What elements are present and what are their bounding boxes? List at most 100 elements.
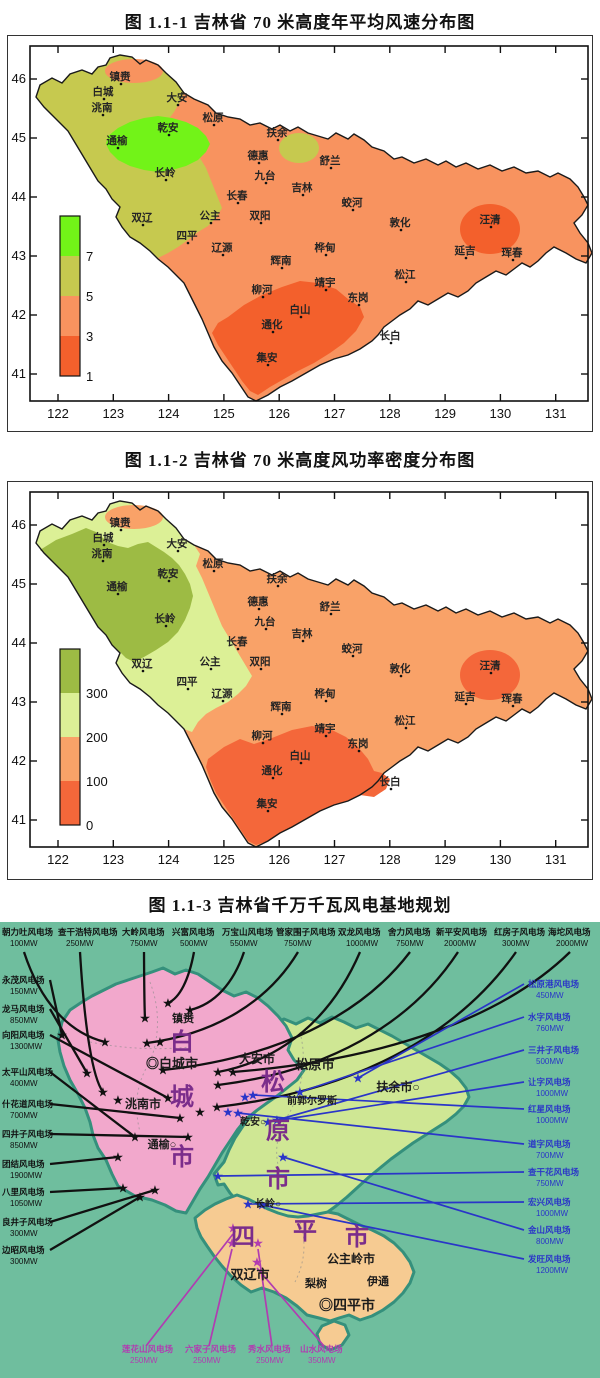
city-dot	[489, 225, 493, 229]
windfarm-star: ★	[99, 1035, 111, 1050]
city-label: 乾安	[158, 567, 179, 580]
windfarm-name: 宏兴风电场	[528, 1197, 571, 1207]
city-dot	[299, 761, 303, 765]
wind-zone	[105, 505, 163, 529]
city-dot	[276, 138, 280, 142]
y-tick-label: 42	[12, 307, 26, 322]
callout-line	[217, 951, 362, 1074]
windfarm-capacity: 300MW	[10, 1257, 38, 1266]
city-dot	[257, 161, 261, 165]
city-label: 白城	[93, 85, 114, 98]
city-dot	[301, 193, 305, 197]
callout-line	[49, 1155, 119, 1166]
windfarm-capacity: 250MW	[193, 1356, 221, 1365]
city-dot	[261, 295, 265, 299]
legend-value: 7	[86, 249, 93, 264]
city-label: 白城	[93, 531, 114, 544]
x-tick-label: 122	[47, 852, 69, 867]
windfarm-name: 朝力吐风电场	[2, 927, 54, 937]
city-dot	[299, 315, 303, 319]
city-label: 四平	[177, 676, 198, 688]
city-label: 扶余	[267, 572, 288, 585]
city-label: 松江	[395, 268, 416, 281]
city-dot	[209, 667, 213, 671]
city-label: 大安	[167, 537, 188, 550]
city-label: 汪清	[480, 213, 501, 226]
city-dot	[357, 749, 361, 753]
city-dot	[324, 253, 328, 257]
callout-line	[145, 1233, 234, 1347]
windfarm-star: ★	[134, 1190, 146, 1205]
windfarm-name: 四井子风电场	[2, 1129, 54, 1139]
x-tick-label: 125	[213, 852, 235, 867]
windfarm-name: 金山风电场	[527, 1225, 571, 1235]
city-dot	[101, 113, 105, 117]
callout-line	[49, 1071, 136, 1138]
windfarm-star: ★	[182, 1130, 194, 1145]
windfarm-name: 山水风电场	[300, 1344, 343, 1354]
windfarm-capacity: 350MW	[308, 1356, 336, 1365]
city-dot	[324, 734, 328, 738]
windfarm-star: ★	[162, 1091, 174, 1106]
city-dot	[164, 178, 168, 182]
x-tick-label: 128	[379, 852, 401, 867]
city-label: 长春	[227, 189, 248, 202]
place-label: 伊通	[366, 1274, 389, 1288]
callout-line	[257, 1248, 273, 1347]
windfarm-name: 向阳风电场	[2, 1030, 45, 1040]
x-tick-label: 124	[158, 852, 180, 867]
city-dot	[389, 341, 393, 345]
wind-base-plan-map: ★★★★ ★★★★★★★★★★★★★★★ ★★★★★★★★★★★★★★ ★★★★★ ★★…	[0, 922, 600, 1378]
city-dot	[511, 258, 515, 262]
city-label: 辉南	[271, 700, 292, 713]
city-label: 长春	[227, 635, 248, 648]
callout-line	[217, 1171, 525, 1177]
wind-speed-map: 122 123 124 125 126 127 128 129 130 131 46 45 44 43 42…	[12, 45, 592, 421]
windfarm-star: ★	[277, 1150, 289, 1165]
y-tick-label: 46	[12, 517, 26, 532]
city-label: 通榆	[107, 580, 128, 593]
city-dot	[167, 133, 171, 137]
x-tick-label: 123	[102, 406, 124, 421]
city-label: 长白	[380, 775, 401, 788]
callout-line	[78, 951, 104, 1093]
windfarm-name: 六家子风电场	[185, 1344, 237, 1354]
place-label: 前郭尔罗斯	[287, 1094, 337, 1107]
windfarm-name: 莲花山风电场	[122, 1344, 174, 1354]
windfarm-capacity: 250MW	[130, 1356, 158, 1365]
city-label: 双辽	[131, 212, 153, 224]
windfarm-capacity: 850MW	[10, 1016, 38, 1025]
city-dot	[389, 787, 393, 791]
figure-caption-3: 图 1.1-3 吉林省千万千瓦风电基地规划	[148, 896, 452, 915]
windfarm-star: ★	[239, 1090, 251, 1105]
windfarm-capacity: 250MW	[66, 939, 94, 948]
legend-swatch	[60, 216, 80, 256]
windfarm-star: ★	[212, 1169, 224, 1184]
province-outline	[35, 500, 592, 848]
windfarm-capacity: 400MW	[10, 1079, 38, 1088]
city-label: 吉林	[292, 627, 313, 640]
legend-value: 200	[86, 730, 108, 745]
windfarm-star: ★	[262, 1115, 274, 1130]
windfarm-name: 发旺风电场	[527, 1254, 571, 1264]
city-label: 东岗	[348, 291, 369, 304]
city-label: 长白	[380, 329, 401, 342]
callout-line	[49, 1132, 189, 1139]
windfarm-star: ★	[251, 1255, 263, 1270]
city-label: 汪清	[480, 659, 501, 672]
y-tick-label: 44	[12, 635, 26, 650]
windfarm-star: ★	[81, 1066, 93, 1081]
plot-frame	[29, 45, 589, 402]
city-label: 公主	[200, 209, 221, 222]
windfarm-star: ★	[256, 1198, 268, 1213]
city-label: 洮南	[92, 547, 113, 560]
windfarm-capacity: 250MW	[256, 1356, 284, 1365]
place-label: ◎四平市	[319, 1297, 375, 1313]
city-label: 靖宇	[315, 722, 336, 735]
windfarm-capacity: 700MW	[10, 1111, 38, 1120]
windfarm-capacity: 1900MW	[10, 1171, 42, 1180]
city-dot	[351, 654, 355, 658]
city-label: 镇赉	[110, 516, 131, 529]
city-label: 辽源	[212, 687, 233, 700]
windfarm-name: 红房子风电场	[494, 927, 546, 937]
